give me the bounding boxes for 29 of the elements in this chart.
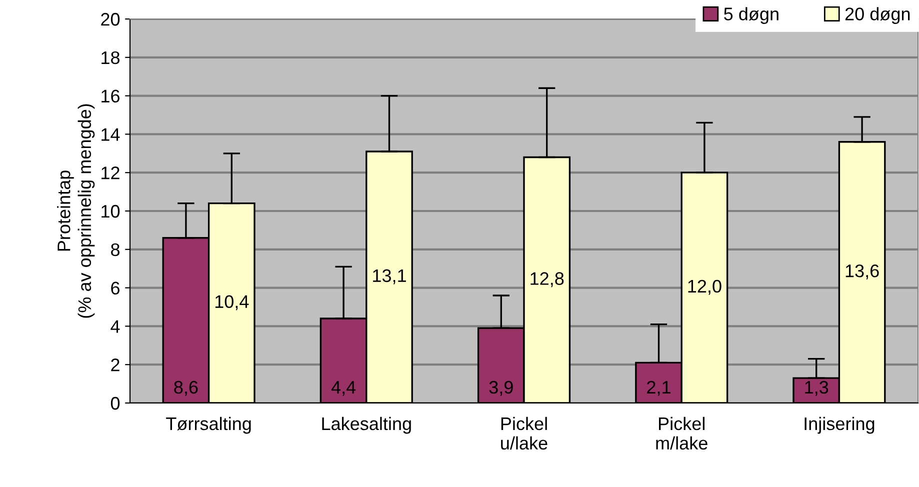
data-label: 3,9 xyxy=(489,380,513,396)
legend-label: 5 døgn xyxy=(724,7,778,24)
y-tick-label: 10 xyxy=(102,204,120,218)
data-label: 4,4 xyxy=(331,381,356,396)
data-label: 10,4 xyxy=(215,295,249,310)
data-label: 13,1 xyxy=(373,269,406,284)
y-tick-label: 16 xyxy=(102,90,120,103)
x-tick-label: Tørrsalting xyxy=(166,416,251,434)
x-tick-label: Lakesalting xyxy=(322,416,411,434)
x-tick-label: Pickel m/lake xyxy=(656,416,708,450)
y-tick-label: 8 xyxy=(111,243,120,256)
y-tick-label: 14 xyxy=(102,128,120,141)
data-label: 1,3 xyxy=(805,380,828,396)
data-label: 2,1 xyxy=(647,380,670,396)
x-tick-label: Pickel u/lake xyxy=(501,416,548,450)
y-tick-label: 18 xyxy=(102,51,120,64)
y-tick-label: 4 xyxy=(110,320,120,333)
data-label: 12,8 xyxy=(530,272,564,288)
legend-label: 20 døgn xyxy=(845,7,910,24)
data-label: 13,6 xyxy=(846,264,879,280)
y-tick-label: 6 xyxy=(111,282,120,295)
y-tick-label: 20 xyxy=(101,12,120,26)
data-label: 8,6 xyxy=(174,380,198,396)
x-tick-label: Injisering xyxy=(804,416,874,434)
y-tick-label: 2 xyxy=(111,358,120,372)
y-axis-title: Proteintap (% av opprinnelig mengde) xyxy=(57,104,95,318)
y-tick-label: 12 xyxy=(102,166,120,180)
data-label: 12,0 xyxy=(688,280,722,295)
y-tick-label: 0 xyxy=(110,396,120,410)
